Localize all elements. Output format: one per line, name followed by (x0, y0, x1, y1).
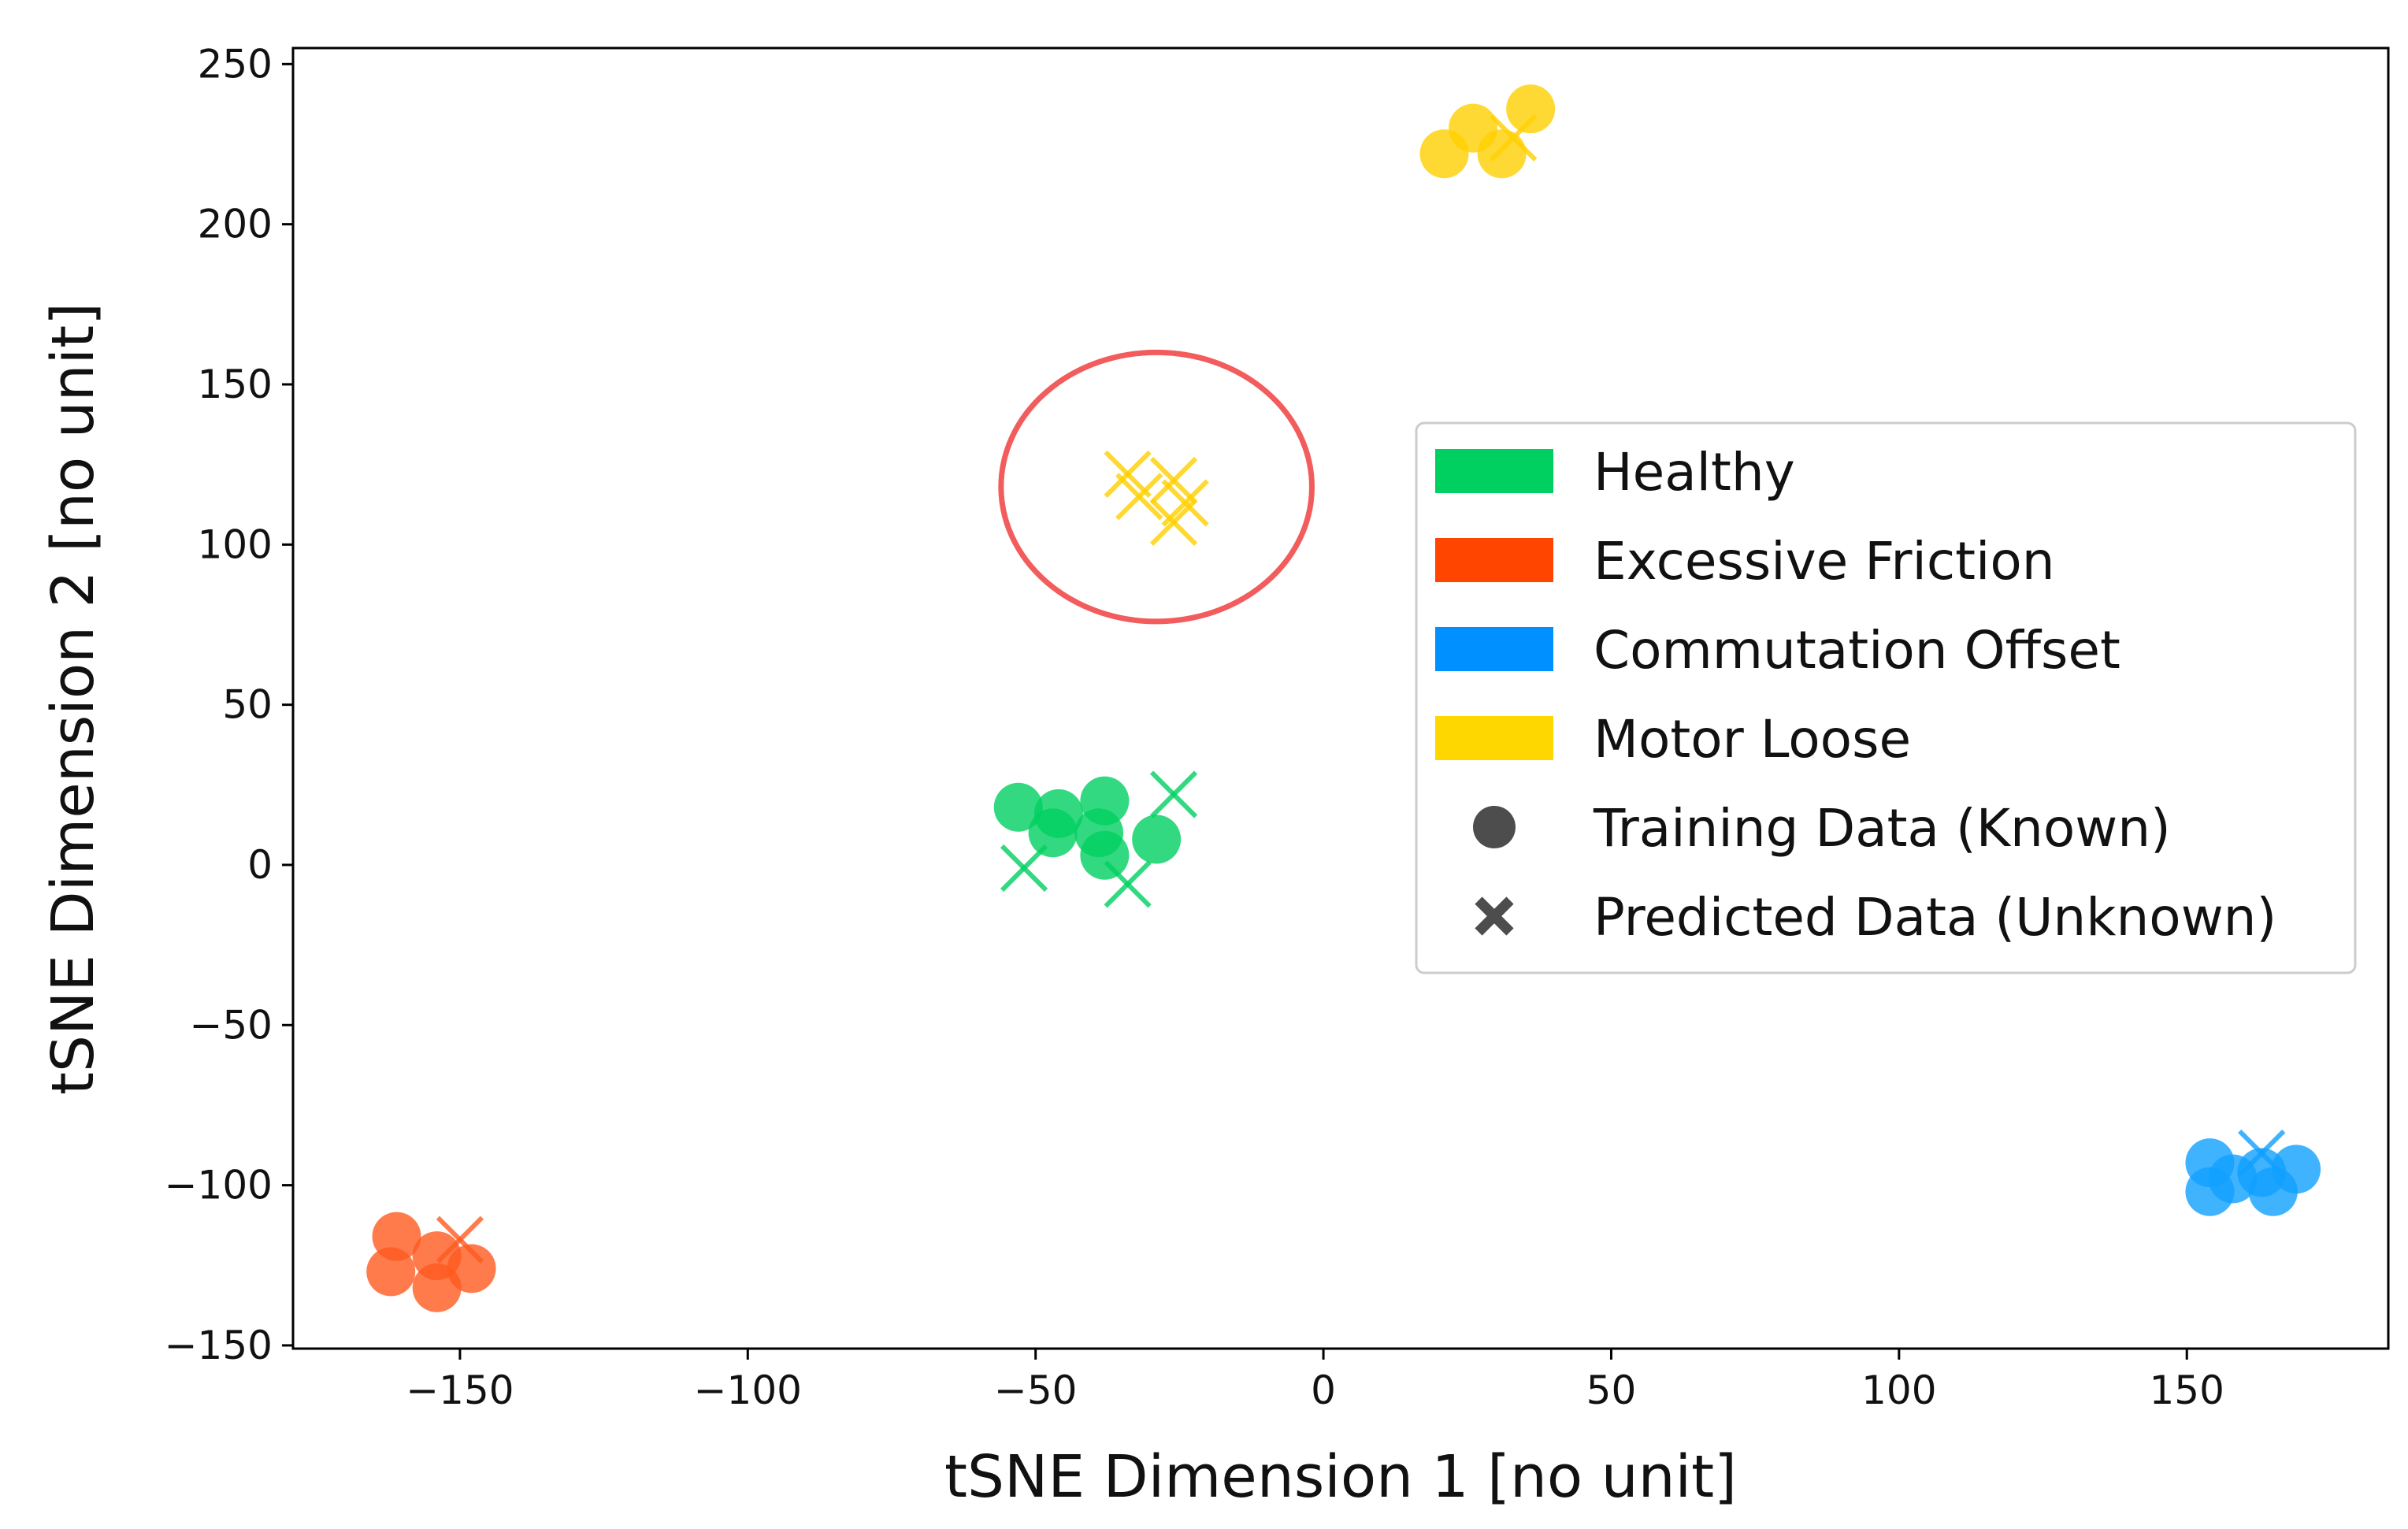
legend-swatch (1435, 538, 1553, 582)
plot-area-frame (291, 46, 2390, 1350)
x-tick-label: −50 (994, 1368, 1078, 1413)
y-tick-label: −150 (165, 1323, 273, 1368)
motor-loose-predicted-point (1149, 498, 1198, 546)
legend-label: Motor Loose (1594, 709, 1911, 770)
annotation-layer (998, 349, 1315, 625)
highlight-ellipse (998, 349, 1315, 625)
y-tick-label: −100 (165, 1163, 273, 1208)
legend-label: Healthy (1594, 442, 1795, 503)
data-marks (366, 84, 2321, 1312)
motor-loose-predicted-point (1104, 450, 1152, 498)
legend-label: Predicted Data (Unknown) (1594, 887, 2276, 948)
healthy-training-point (1080, 830, 1130, 880)
healthy-training-point (1028, 808, 1078, 858)
legend-swatch (1435, 716, 1553, 760)
healthy-training-point (993, 782, 1043, 832)
motor-loose-training-point (1477, 129, 1527, 179)
y-tick-label: 200 (198, 202, 273, 247)
excessive-friction-predicted-point (436, 1215, 484, 1264)
motor-loose-predicted-point (1149, 456, 1198, 505)
motor-loose-predicted-point (1490, 113, 1538, 161)
commutation-offset-training-point (2272, 1145, 2321, 1194)
y-tick-label: 50 (222, 682, 273, 728)
legend-label: Training Data (Known) (1593, 798, 2171, 859)
y-tick-label: 150 (198, 362, 273, 407)
y-axis-label: tSNE Dimension 2 [no unit] (39, 302, 107, 1095)
legend-circle-marker (1473, 806, 1516, 848)
healthy-predicted-point (1149, 770, 1198, 818)
legend-box (1415, 421, 2357, 974)
x-tick-label: 100 (1861, 1368, 1936, 1413)
x-tick-label: 150 (2150, 1368, 2224, 1413)
healthy-training-point (1132, 815, 1182, 864)
axis-ticks: −150 −100 −50 0 50 100 150 −150 −100 −50 0 50 100 150… (165, 41, 2224, 1413)
x-tick-label: 50 (1586, 1368, 1637, 1413)
legend-items: Healthy Excessive Friction Commutation Off… (1435, 442, 2276, 948)
y-tick-label: 0 (247, 842, 273, 888)
excessive-friction-training-point (366, 1247, 416, 1297)
x-tick-label: 0 (1311, 1368, 1336, 1413)
healthy-predicted-point (1000, 844, 1048, 893)
legend-swatch (1435, 627, 1553, 671)
legend-swatch (1435, 449, 1553, 493)
x-tick-label: −100 (694, 1368, 802, 1413)
legend-label: Excessive Friction (1594, 531, 2055, 592)
legend-x-marker (1475, 896, 1514, 936)
y-tick-label: 100 (198, 521, 273, 567)
healthy-predicted-point (1104, 860, 1152, 908)
x-axis-label: tSNE Dimension 1 [no unit] (944, 1443, 1737, 1511)
legend: Healthy Excessive Friction Commutation Off… (1415, 421, 2357, 974)
legend-label: Commutation Offset (1594, 620, 2120, 681)
motor-loose-training-point (1506, 84, 1556, 134)
commutation-offset-predicted-point (2238, 1129, 2286, 1178)
motor-loose-predicted-point (1115, 473, 1163, 521)
y-tick-label: −50 (189, 1002, 273, 1048)
x-tick-label: −150 (406, 1368, 514, 1413)
excessive-friction-training-point (447, 1244, 496, 1293)
y-tick-label: 250 (198, 41, 273, 87)
